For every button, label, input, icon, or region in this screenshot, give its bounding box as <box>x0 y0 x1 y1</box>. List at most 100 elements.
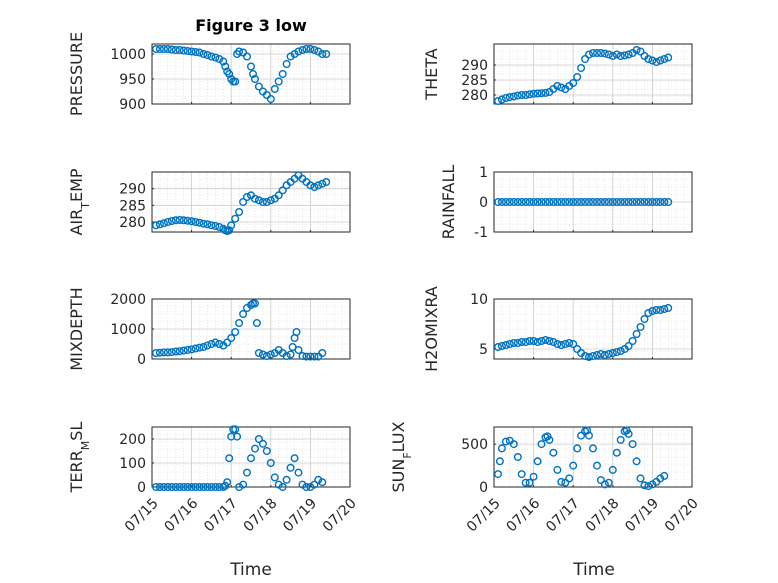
data-point <box>183 483 192 492</box>
data-point <box>310 182 319 191</box>
data-point <box>577 63 586 72</box>
data-point <box>616 52 625 61</box>
data-point <box>636 474 645 483</box>
x-tick-label: 07/16 <box>504 495 544 535</box>
data-point <box>573 197 582 206</box>
data-point <box>624 197 633 206</box>
data-point <box>652 197 661 206</box>
data-point <box>656 474 665 483</box>
data-point <box>541 197 550 206</box>
data-point <box>254 196 263 205</box>
data-point <box>529 337 538 346</box>
data-point <box>175 483 184 492</box>
y-tick-label: 100 <box>119 456 146 472</box>
x-tick-label: 07/19 <box>280 495 320 535</box>
data-point <box>322 177 331 186</box>
x-tick-label: 07/20 <box>662 495 702 535</box>
data-point <box>497 444 506 453</box>
data-point <box>636 323 645 332</box>
data-point <box>596 350 605 359</box>
data-point <box>203 341 212 350</box>
x-axis-label-left: Time <box>229 560 272 580</box>
data-point <box>561 478 570 487</box>
data-point <box>207 52 216 61</box>
data-point <box>183 216 192 225</box>
data-point <box>660 197 669 206</box>
x-tick-label: 07/20 <box>320 495 360 535</box>
data-point <box>270 84 279 93</box>
data-point <box>616 435 625 444</box>
data-point <box>187 345 196 354</box>
data-point <box>581 352 590 361</box>
data-point <box>254 82 263 91</box>
data-point <box>494 343 503 352</box>
data-point <box>262 90 271 99</box>
axes-frame <box>151 171 351 233</box>
data-point <box>569 461 578 470</box>
data-point <box>242 52 251 61</box>
data-point <box>199 483 208 492</box>
data-point <box>541 336 550 345</box>
data-point <box>616 197 625 206</box>
data-point <box>569 340 578 349</box>
data-point <box>250 194 259 203</box>
data-point <box>175 46 184 55</box>
data-point <box>577 197 586 206</box>
data-point <box>231 77 240 86</box>
data-point <box>596 49 605 58</box>
data-point <box>250 74 259 83</box>
data-point <box>620 197 629 206</box>
data-point <box>608 197 617 206</box>
data-point <box>278 186 287 195</box>
series-h2omixra <box>494 304 673 362</box>
data-point <box>533 89 542 98</box>
data-point <box>262 447 271 456</box>
data-point <box>533 338 542 347</box>
data-point <box>233 432 242 441</box>
data-point <box>660 55 669 64</box>
data-point <box>600 480 609 489</box>
data-point <box>533 197 542 206</box>
data-point <box>604 50 613 59</box>
data-point <box>314 181 323 190</box>
data-point <box>593 351 602 360</box>
data-point <box>652 58 661 67</box>
data-point <box>179 216 188 225</box>
data-point <box>195 343 204 352</box>
data-point <box>231 214 240 223</box>
data-point <box>175 215 184 224</box>
data-point <box>636 47 645 56</box>
x-tick-label: 07/15 <box>464 495 504 535</box>
data-point <box>573 444 582 453</box>
data-point <box>640 197 649 206</box>
data-point <box>513 453 522 462</box>
data-point <box>227 334 236 343</box>
axes-frame <box>151 43 351 105</box>
data-point <box>505 197 514 206</box>
data-point <box>624 342 633 351</box>
series-air_temp <box>151 171 331 235</box>
data-point <box>497 342 506 351</box>
data-point <box>537 337 546 346</box>
y-tick-label: 290 <box>119 182 146 198</box>
data-point <box>211 53 220 62</box>
data-point <box>561 197 570 206</box>
y-tick-label: 290 <box>461 58 488 74</box>
y-tick-label: 950 <box>119 72 146 88</box>
x-tick-label: 07/18 <box>583 495 623 535</box>
y-axis-label: PRESSURE <box>67 32 86 116</box>
data-point <box>652 306 661 315</box>
data-point <box>246 301 255 310</box>
data-point <box>235 483 244 492</box>
data-point <box>509 197 518 206</box>
data-point <box>179 346 188 355</box>
data-point <box>219 57 228 66</box>
data-point <box>505 340 514 349</box>
data-point <box>624 429 633 438</box>
series-theta <box>494 46 673 105</box>
data-point <box>242 192 251 201</box>
data-point <box>266 94 275 103</box>
data-point <box>553 81 562 90</box>
data-point <box>282 352 291 361</box>
y-tick-label: 5 <box>479 342 488 358</box>
